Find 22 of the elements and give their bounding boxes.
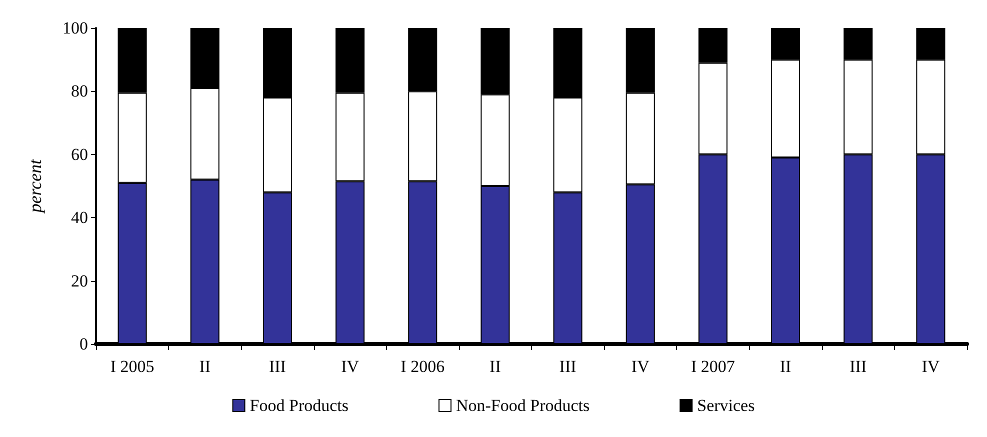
legend-label: Food Products	[250, 396, 348, 415]
y-tick-label: 0	[80, 334, 88, 354]
y-tick-label: 100	[62, 18, 88, 38]
x-tick-label: II	[780, 357, 792, 376]
x-tick-label: IV	[631, 357, 650, 376]
legend-label: Non-Food Products	[456, 396, 590, 415]
x-tick-label: IV	[922, 357, 940, 376]
y-tick-label: 80	[71, 82, 88, 101]
x-tick-label: II	[199, 357, 211, 376]
x-tick-label: I 2007	[690, 357, 736, 376]
x-tick-label: III	[268, 357, 286, 376]
y-tick-label: 20	[71, 271, 88, 290]
y-axis-title: percent	[25, 158, 45, 215]
y-tick-label: 60	[71, 144, 88, 164]
legend-label: Services	[697, 396, 755, 415]
x-tick-label: III	[559, 357, 577, 376]
x-tick-label: IV	[341, 357, 360, 376]
x-tick-label: I 2006	[400, 357, 445, 376]
x-tick-label: I 2005	[110, 357, 154, 376]
y-tick-label: 40	[71, 208, 88, 228]
x-tick-label: III	[850, 357, 867, 376]
x-tick-label: II	[490, 357, 502, 376]
